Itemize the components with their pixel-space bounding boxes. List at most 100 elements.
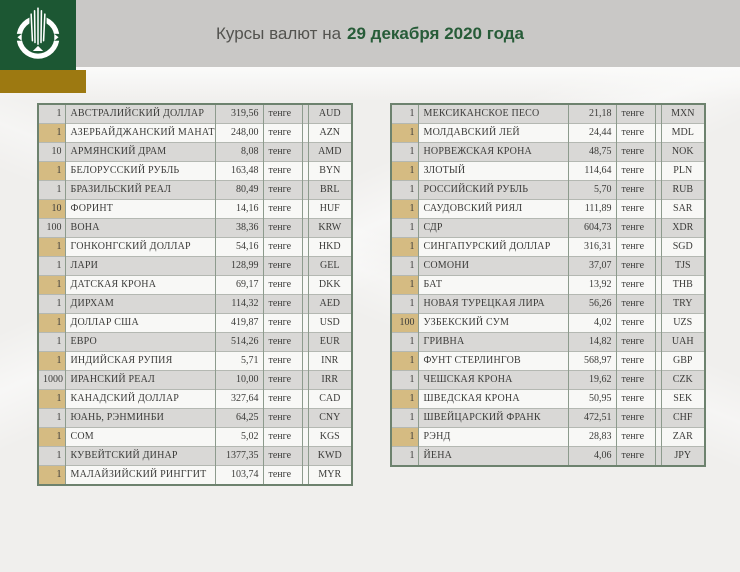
quantity-cell: 1: [38, 257, 65, 276]
currency-name-cell: АВСТРАЛИЙСКИЙ ДОЛЛАР: [65, 104, 215, 124]
currency-code-cell: KWD: [308, 447, 352, 466]
unit-cell: тенге: [263, 162, 302, 181]
rate-cell: 327,64: [215, 390, 263, 409]
currency-name-cell: АРМЯНСКИЙ ДРАМ: [65, 143, 215, 162]
unit-cell: тенге: [263, 428, 302, 447]
quantity-cell: 1: [391, 333, 418, 352]
currency-name-cell: ДИРХАМ: [65, 295, 215, 314]
currency-code-cell: NOK: [661, 143, 705, 162]
currency-name-cell: БРАЗИЛЬСКИЙ РЕАЛ: [65, 181, 215, 200]
currency-name-cell: РЭНД: [418, 428, 568, 447]
quantity-cell: 1: [391, 162, 418, 181]
quantity-cell: 1: [391, 104, 418, 124]
rate-cell: 80,49: [215, 181, 263, 200]
unit-cell: тенге: [263, 390, 302, 409]
rate-cell: 319,56: [215, 104, 263, 124]
table-row: 1 НОВАЯ ТУРЕЦКАЯ ЛИРА 56,26 тенге TRY: [391, 295, 705, 314]
unit-cell: тенге: [263, 143, 302, 162]
rate-cell: 14,82: [568, 333, 616, 352]
unit-cell: тенге: [616, 257, 655, 276]
rate-cell: 50,95: [568, 390, 616, 409]
rate-cell: 4,02: [568, 314, 616, 333]
unit-cell: тенге: [616, 276, 655, 295]
currency-code-cell: SGD: [661, 238, 705, 257]
currency-name-cell: НОРВЕЖСКАЯ КРОНА: [418, 143, 568, 162]
header-glow: [0, 67, 740, 101]
unit-cell: тенге: [263, 181, 302, 200]
quantity-cell: 1: [391, 295, 418, 314]
currency-name-cell: ДОЛЛАР США: [65, 314, 215, 333]
rate-cell: 28,83: [568, 428, 616, 447]
rate-cell: 248,00: [215, 124, 263, 143]
rate-cell: 5,02: [215, 428, 263, 447]
unit-cell: тенге: [263, 104, 302, 124]
rate-cell: 10,00: [215, 371, 263, 390]
table-row: 1 КАНАДСКИЙ ДОЛЛАР 327,64 тенге CAD: [38, 390, 352, 409]
quantity-cell: 1: [391, 238, 418, 257]
table-row: 1 ДИРХАМ 114,32 тенге AED: [38, 295, 352, 314]
currency-name-cell: СИНГАПУРСКИЙ ДОЛЛАР: [418, 238, 568, 257]
table-row: 1 ГРИВНА 14,82 тенге UAH: [391, 333, 705, 352]
quantity-cell: 1: [38, 352, 65, 371]
rate-cell: 1377,35: [215, 447, 263, 466]
unit-cell: тенге: [263, 466, 302, 486]
unit-cell: тенге: [263, 295, 302, 314]
unit-cell: тенге: [616, 162, 655, 181]
currency-name-cell: МАЛАЙЗИЙСКИЙ РИНГГИТ: [65, 466, 215, 486]
currency-code-cell: RUB: [661, 181, 705, 200]
quantity-cell: 1: [38, 181, 65, 200]
currency-name-cell: НОВАЯ ТУРЕЦКАЯ ЛИРА: [418, 295, 568, 314]
currency-name-cell: БЕЛОРУССКИЙ РУБЛЬ: [65, 162, 215, 181]
rate-cell: 419,87: [215, 314, 263, 333]
currency-code-cell: SAR: [661, 200, 705, 219]
currency-code-cell: USD: [308, 314, 352, 333]
unit-cell: тенге: [616, 124, 655, 143]
currency-name-cell: ЧЕШСКАЯ КРОНА: [418, 371, 568, 390]
table-row: 1 МАЛАЙЗИЙСКИЙ РИНГГИТ 103,74 тенге MYR: [38, 466, 352, 486]
unit-cell: тенге: [263, 352, 302, 371]
rate-cell: 568,97: [568, 352, 616, 371]
currency-code-cell: CAD: [308, 390, 352, 409]
quantity-cell: 1: [391, 447, 418, 467]
rate-cell: 64,25: [215, 409, 263, 428]
currency-name-cell: ЛАРИ: [65, 257, 215, 276]
table-row: 1 БРАЗИЛЬСКИЙ РЕАЛ 80,49 тенге BRL: [38, 181, 352, 200]
currency-name-cell: МОЛДАВСКИЙ ЛЕЙ: [418, 124, 568, 143]
currency-name-cell: ФУНТ СТЕРЛИНГОВ: [418, 352, 568, 371]
currency-code-cell: KGS: [308, 428, 352, 447]
currency-name-cell: ИНДИЙСКАЯ РУПИЯ: [65, 352, 215, 371]
currency-code-cell: MXN: [661, 104, 705, 124]
currency-name-cell: ВОНА: [65, 219, 215, 238]
unit-cell: тенге: [616, 238, 655, 257]
table-row: 1 ЗЛОТЫЙ 114,64 тенге PLN: [391, 162, 705, 181]
currency-code-cell: HKD: [308, 238, 352, 257]
currency-code-cell: TJS: [661, 257, 705, 276]
quantity-cell: 100: [391, 314, 418, 333]
unit-cell: тенге: [263, 409, 302, 428]
table-row: 1 ИНДИЙСКАЯ РУПИЯ 5,71 тенге INR: [38, 352, 352, 371]
table-row: 100 ВОНА 38,36 тенге KRW: [38, 219, 352, 238]
currency-name-cell: КАНАДСКИЙ ДОЛЛАР: [65, 390, 215, 409]
currency-name-cell: КУВЕЙТСКИЙ ДИНАР: [65, 447, 215, 466]
currency-code-cell: UZS: [661, 314, 705, 333]
bank-emblem-icon: [12, 3, 64, 68]
page-title-date: 29 декабря 2020 года: [347, 24, 524, 44]
unit-cell: тенге: [263, 200, 302, 219]
currency-name-cell: ФОРИНТ: [65, 200, 215, 219]
currency-code-cell: IRR: [308, 371, 352, 390]
table-row: 1 САУДОВСКИЙ РИЯЛ 111,89 тенге SAR: [391, 200, 705, 219]
rate-cell: 38,36: [215, 219, 263, 238]
app-root: { "header": { "title_prefix": "Курсы вал…: [0, 0, 740, 522]
table-row: 1 ДАТСКАЯ КРОНА 69,17 тенге DKK: [38, 276, 352, 295]
currency-name-cell: ГРИВНА: [418, 333, 568, 352]
unit-cell: тенге: [616, 219, 655, 238]
currency-code-cell: GBP: [661, 352, 705, 371]
rates-table-right: 1 МЕКСИКАНСКОЕ ПЕСО 21,18 тенге MXN 1 МО…: [390, 103, 706, 467]
rate-cell: 13,92: [568, 276, 616, 295]
table-row: 1 НОРВЕЖСКАЯ КРОНА 48,75 тенге NOK: [391, 143, 705, 162]
unit-cell: тенге: [616, 143, 655, 162]
quantity-cell: 1: [38, 466, 65, 486]
table-row: 1 АЗЕРБАЙДЖАНСКИЙ МАНАТ 248,00 тенге AZN: [38, 124, 352, 143]
table-row: 1 СИНГАПУРСКИЙ ДОЛЛАР 316,31 тенге SGD: [391, 238, 705, 257]
rate-cell: 163,48: [215, 162, 263, 181]
